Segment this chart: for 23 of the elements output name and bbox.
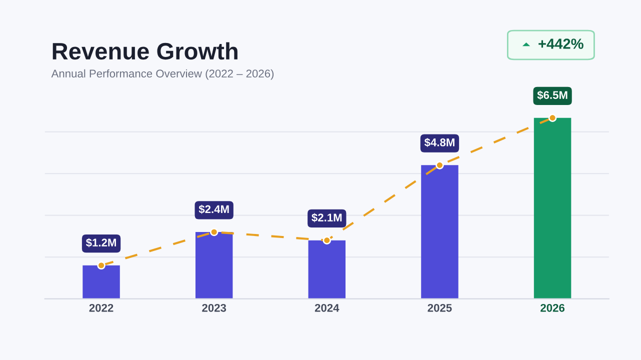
data-label: $4.8M <box>424 138 454 148</box>
data-label: $1.2M <box>86 238 116 248</box>
x-tick-label: 2024 <box>314 304 340 312</box>
chart-title: Revenue Growth <box>52 42 238 60</box>
chart-subtitle: Annual Performance Overview (2022 – 2026) <box>51 69 274 80</box>
point <box>97 261 106 270</box>
point <box>436 161 444 170</box>
point <box>322 236 332 245</box>
data-label: $2.1M <box>312 213 342 222</box>
point <box>210 228 218 236</box>
x-tick-label: 2025 <box>428 304 452 312</box>
x-tick-label: 2026 <box>540 304 564 312</box>
x-tick-label: 2022 <box>89 304 114 312</box>
data-label: $2.4M <box>198 204 229 214</box>
bar <box>82 265 120 299</box>
bar <box>534 118 572 299</box>
bar <box>421 165 458 299</box>
data-label: $6.5M <box>537 90 568 100</box>
x-tick-label: 2023 <box>202 304 226 312</box>
bar <box>195 232 233 299</box>
point <box>548 114 557 122</box>
bar <box>308 240 346 299</box>
text: +442% <box>538 38 584 49</box>
